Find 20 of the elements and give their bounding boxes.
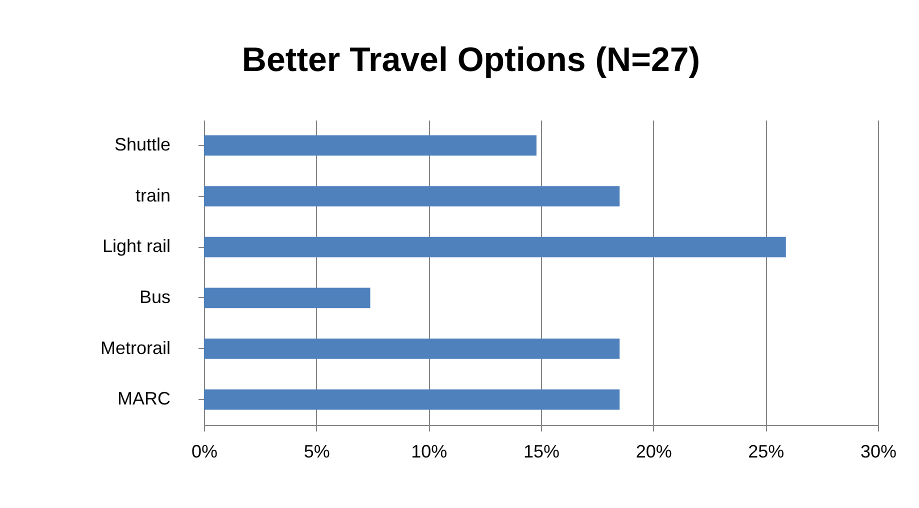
chart-title: Better Travel Options (N=27)	[242, 41, 700, 79]
x-tick-label: 10%	[411, 442, 448, 462]
bar	[204, 135, 537, 156]
bar	[204, 389, 620, 410]
bar	[204, 288, 370, 308]
y-tick-label: MARC	[118, 388, 170, 409]
y-tick-label: Shuttle	[114, 134, 170, 154]
x-tick-label: 0%	[191, 442, 218, 462]
x-tick-label: 25%	[748, 442, 784, 462]
x-tick-label: 5%	[304, 442, 330, 462]
x-tick-label: 15%	[523, 442, 560, 462]
y-tick-label: Bus	[139, 286, 170, 307]
y-tick-label: train	[135, 185, 170, 206]
bar	[204, 338, 620, 359]
x-tick-label: 30%	[860, 442, 897, 462]
bar	[204, 186, 620, 206]
y-tick-label: Metrorail	[100, 338, 170, 358]
x-tick-label: 20%	[636, 442, 672, 462]
y-tick-label: Light rail	[102, 236, 170, 256]
bar	[204, 236, 786, 258]
